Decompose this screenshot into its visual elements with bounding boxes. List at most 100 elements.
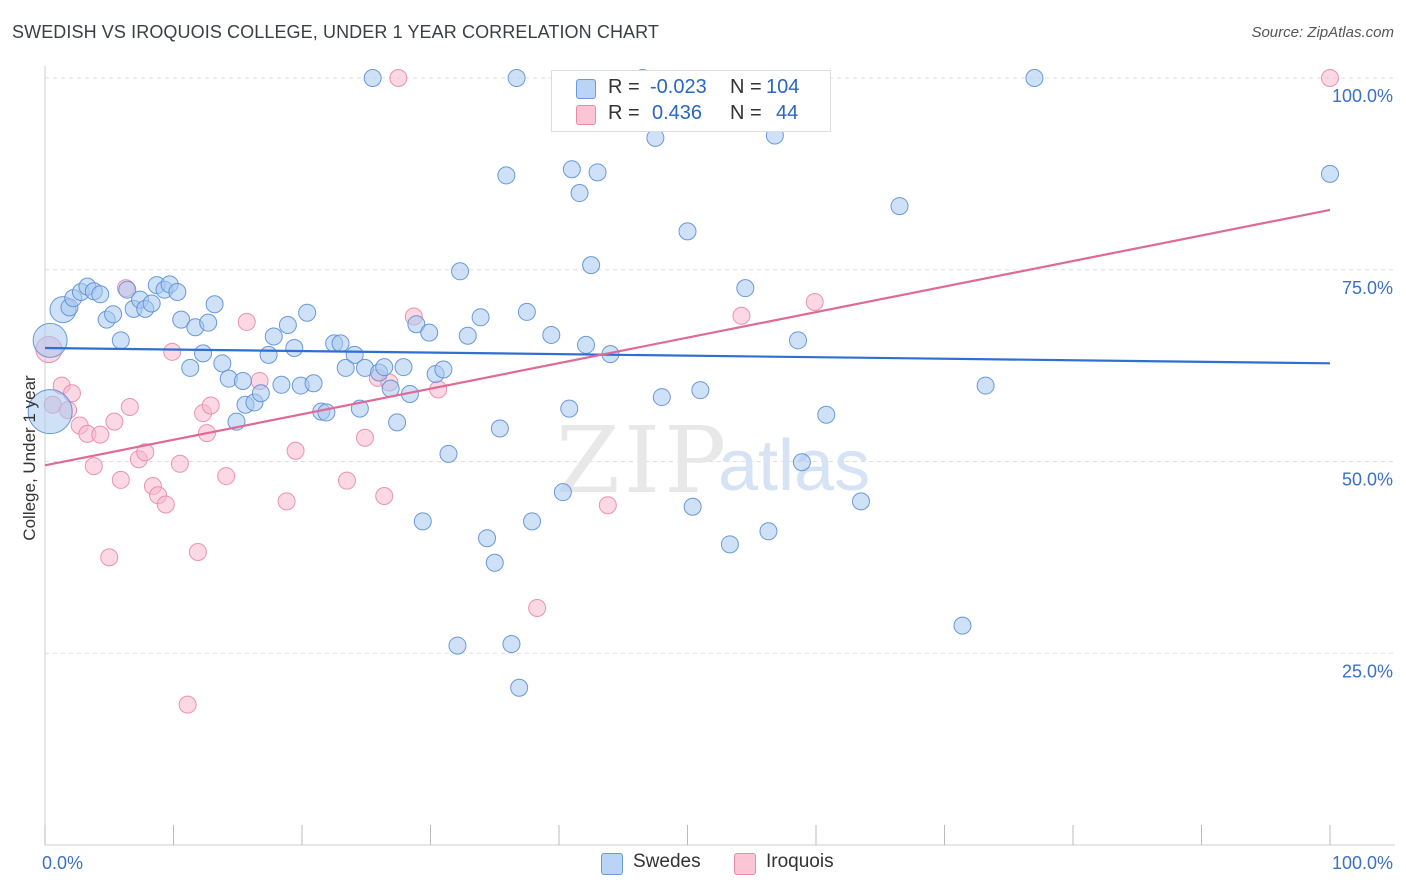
swedes-point-21 <box>172 310 191 329</box>
swedes-point-70 <box>497 166 516 185</box>
swedes-n-label: N = <box>730 76 762 98</box>
chart-title: SWEDISH VS IROQUOIS COLLEGE, UNDER 1 YEA… <box>12 22 660 42</box>
iroquois-trend-line <box>44 208 1331 467</box>
y-tick-label-1: 75.0% <box>1342 278 1393 298</box>
iroquois-point-22 <box>188 543 207 562</box>
axis-layer <box>44 66 1395 846</box>
iroquois-point-10 <box>105 412 124 431</box>
tick-label-layer: 100.0% 75.0% 50.0% 25.0% 0.0% 100.0% <box>42 86 1393 873</box>
swedes-point-92 <box>736 279 755 298</box>
x-tick-label-0: 0.0% <box>42 853 83 873</box>
swedes-point-54 <box>388 413 407 432</box>
iroquois-point-42 <box>805 292 824 311</box>
iroquois-point-18 <box>156 495 175 514</box>
iroquois-point-9 <box>100 548 119 567</box>
swedes-point-91 <box>720 535 739 554</box>
swedes-point-102 <box>1025 69 1044 87</box>
swedes-point-43 <box>317 403 336 422</box>
swedes-point-41 <box>304 374 323 393</box>
swedes-point-58 <box>420 323 439 342</box>
swedes-point-68 <box>485 553 504 572</box>
iroquois-point-30 <box>286 441 305 460</box>
swedes-point-16 <box>142 294 161 313</box>
swedes-point-60 <box>434 360 453 379</box>
iroquois-point-19 <box>163 342 182 361</box>
iroquois-point-41 <box>732 306 751 325</box>
iroquois-point-4 <box>62 384 81 403</box>
swedes-point-75 <box>523 512 542 531</box>
stats-legend: R = -0.023 N = 104 R = 0.436 N = 44 <box>551 70 831 132</box>
swedes-point-11 <box>111 331 130 350</box>
iroquois-point-8 <box>91 425 110 444</box>
iroquois-point-40 <box>598 496 617 515</box>
swedes-point-35 <box>264 327 283 346</box>
iroquois-r-label: R = <box>608 102 640 124</box>
iroquois-point-15 <box>136 443 155 462</box>
y-tick-label-3: 25.0% <box>1342 661 1393 681</box>
swedes-point-33 <box>251 384 270 403</box>
legend-iroquois-label: Iroquois <box>766 851 834 872</box>
swedes-point-90 <box>691 381 710 400</box>
swedes-point-64 <box>458 326 477 345</box>
swedes-point-77 <box>553 483 572 502</box>
swedes-point-45 <box>331 334 350 353</box>
x-tick-label-1: 100.0% <box>1332 853 1393 873</box>
swedes-point-82 <box>582 256 601 275</box>
swedes-point-79 <box>562 160 581 179</box>
watermark-zip: ZIP <box>556 407 730 514</box>
swedes-point-78 <box>560 399 579 418</box>
swedes-point-103 <box>1321 164 1339 183</box>
iroquois-n-label: N = <box>730 102 762 124</box>
iroquois-swatch <box>576 105 596 125</box>
iroquois-point-34 <box>375 487 394 506</box>
swedes-point-36 <box>272 375 291 394</box>
swedes-n-value: 104 <box>766 76 800 98</box>
swedes-point-99 <box>890 197 909 216</box>
swedes-point-73 <box>510 678 529 697</box>
swedes-point-76 <box>542 325 561 344</box>
swedes-point-65 <box>448 636 467 655</box>
iroquois-point-43 <box>1321 69 1339 87</box>
swedes-point-61 <box>413 512 432 531</box>
swedes-point-34 <box>259 345 278 364</box>
swedes-point-25 <box>199 313 218 332</box>
chart-source: Source: ZipAtlas.com <box>1251 24 1394 41</box>
swedes-point-22 <box>181 358 200 377</box>
swedes-point-83 <box>588 163 607 182</box>
iroquois-point-26 <box>217 467 236 486</box>
swedes-point-20 <box>168 282 187 301</box>
swedes-point-57 <box>407 315 426 334</box>
swedes-point-81 <box>576 335 595 354</box>
swedes-point-8 <box>91 285 110 304</box>
swedes-point-88 <box>678 222 697 241</box>
swedes-point-98 <box>851 492 870 511</box>
swedes-r-label: R = <box>608 76 640 98</box>
legend-iroquois-swatch <box>734 853 756 875</box>
swedes-point-74 <box>517 302 536 321</box>
swedes-point-30 <box>233 371 252 390</box>
swedes-point-12 <box>118 280 137 299</box>
swedes-point-67 <box>478 529 497 548</box>
iroquois-point-36 <box>389 69 408 87</box>
swedes-point-93 <box>759 522 778 541</box>
swedes-point-80 <box>570 184 589 203</box>
iroquois-point-39 <box>528 598 547 617</box>
swedes-point-0 <box>32 322 68 358</box>
grid-layer <box>45 77 1395 654</box>
trend-layer <box>44 208 1331 467</box>
swedes-point-38 <box>285 338 304 357</box>
swedes-point-71 <box>502 635 521 654</box>
swedes-point-46 <box>336 358 355 377</box>
swedes-point-55 <box>394 358 413 377</box>
iroquois-point-25 <box>201 396 220 415</box>
swedes-point-69 <box>490 419 509 438</box>
swedes-point-87 <box>652 388 671 407</box>
legend-swedes-swatch <box>601 853 623 875</box>
swedes-point-24 <box>194 344 213 363</box>
swedes-point-95 <box>789 331 808 350</box>
swedes-point-62 <box>439 444 458 463</box>
y-axis-title: College, Under 1 year <box>20 375 39 541</box>
swedes-point-50 <box>363 69 382 87</box>
iroquois-point-13 <box>120 398 139 417</box>
